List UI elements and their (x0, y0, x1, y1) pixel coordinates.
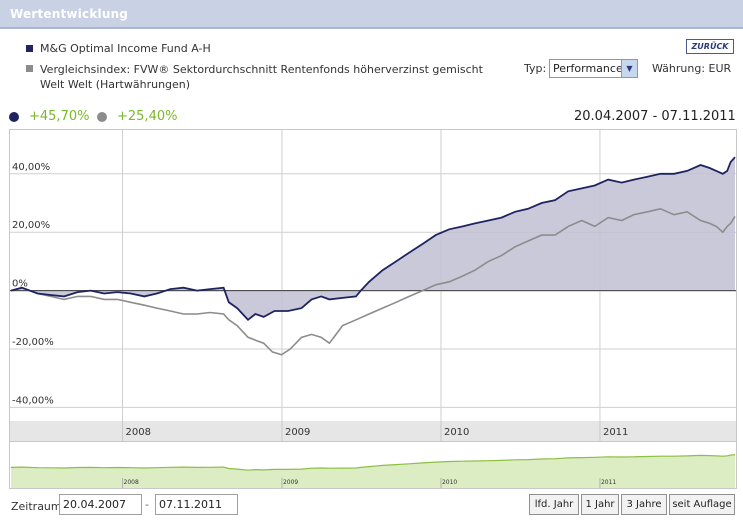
range-button-seit-auflage[interactable]: seit Auflage (669, 494, 735, 515)
title-strip (0, 27, 743, 29)
chevron-down-icon[interactable]: ▼ (621, 60, 637, 77)
navigator-line (10, 454, 736, 471)
navigator-area (11, 454, 735, 488)
typ-select-value: Performance (553, 62, 623, 75)
y-tick-label: -20,00% (12, 337, 54, 348)
index-series-line (10, 207, 736, 356)
page-title: Wertentwicklung (10, 7, 129, 21)
navigator-tick-label: 2011 (601, 479, 616, 486)
index-performance: +25,40% (117, 109, 178, 124)
legend-fund-label: M&G Optimal Income Fund A-H (40, 42, 211, 55)
legend-fund: M&G Optimal Income Fund A-H (26, 42, 211, 55)
x-axis: 2008 2009 2010 2011 (122, 421, 628, 441)
index-dot-icon (97, 112, 107, 122)
y-tick-label: 40,00% (12, 162, 50, 173)
navigator-tick-label: 2009 (283, 479, 298, 486)
date-separator: - (145, 498, 149, 511)
performance-chart: 40,00% 20,00% 0% -20,00% -40,00% (10, 130, 736, 422)
to-date-input[interactable]: 07.11.2011 (155, 494, 238, 515)
title-bar: Wertentwicklung (0, 0, 743, 28)
fund-dot-icon (9, 112, 19, 122)
legend-index: Vergleichsindex: FVW® Sektordurchschnitt… (26, 62, 510, 92)
legend-index-label-line2: Welt Welt (Hartwährungen) (40, 78, 191, 91)
chart-area: 40,00% 20,00% 0% -20,00% -40,00% (9, 129, 737, 423)
date-range-display: 20.04.2007 - 07.11.2011 (574, 109, 736, 124)
typ-label: Typ: (524, 62, 547, 75)
fund-performance: +45,70% (29, 109, 90, 124)
range-button-1-jahr[interactable]: 1 Jahr (581, 494, 619, 515)
fund-area (11, 157, 735, 320)
back-button[interactable]: ZURÜCK (686, 39, 734, 54)
x-tick-label: 2008 (126, 427, 151, 438)
typ-select[interactable]: Performance ▼ (549, 59, 638, 78)
fund-series-line (10, 156, 736, 322)
x-tick-label: 2009 (285, 427, 310, 438)
legend-index-label-line1: Vergleichsindex: FVW® Sektordurchschnitt… (40, 63, 483, 76)
range-button-lfd-jahr[interactable]: lfd. Jahr (529, 494, 579, 515)
y-tick-label: -40,00% (12, 395, 54, 406)
x-axis-band: 2008 2009 2010 2011 (9, 421, 737, 441)
navigator-tick-label: 2010 (442, 479, 457, 486)
zeitraum-label: Zeitraum: (11, 500, 66, 513)
from-date-input[interactable]: 20.04.2007 (59, 494, 142, 515)
currency-label: Währung: EUR (652, 62, 732, 75)
legend-index-swatch (26, 65, 33, 72)
navigator-tick-label: 2008 (124, 479, 139, 486)
y-tick-label: 20,00% (12, 220, 50, 231)
range-navigator[interactable]: 2008 2009 2010 2011 (9, 441, 737, 489)
legend-fund-swatch (26, 45, 33, 52)
range-button-3-jahre[interactable]: 3 Jahre (621, 494, 667, 515)
y-tick-label: 0% (12, 279, 28, 290)
x-tick-label: 2011 (603, 427, 628, 438)
navigator-chart: 2008 2009 2010 2011 (10, 454, 736, 488)
x-tick-label: 2010 (444, 427, 469, 438)
